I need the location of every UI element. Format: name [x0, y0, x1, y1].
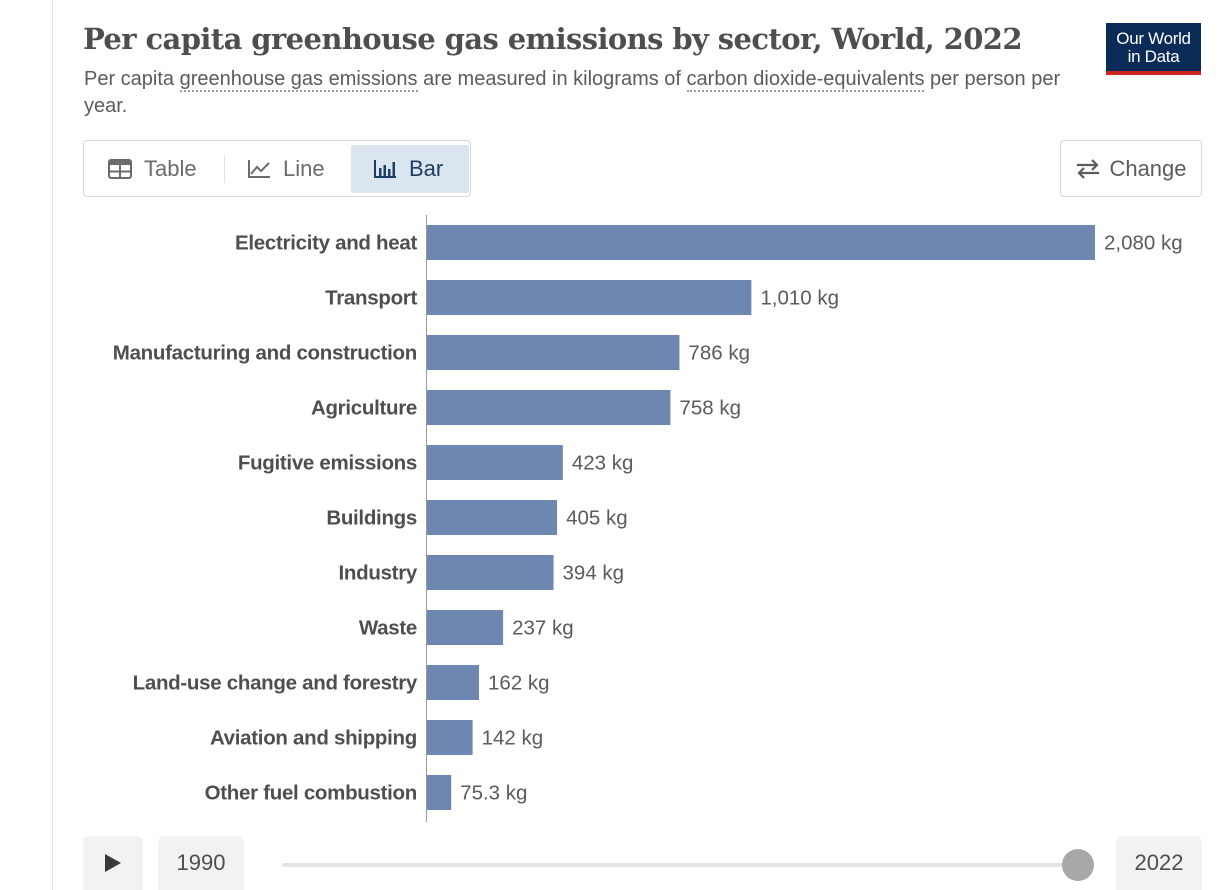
- bar[interactable]: [427, 445, 563, 480]
- subtitle-text-mid: are measured in kilograms of: [417, 68, 687, 90]
- tab-divider: [224, 155, 225, 183]
- category-label: Agriculture: [311, 397, 417, 420]
- bar-chart-icon: [374, 160, 396, 178]
- owid-logo[interactable]: Our World in Data: [1106, 23, 1201, 75]
- logo-line-1: Our World: [1116, 29, 1191, 48]
- play-button[interactable]: [83, 836, 143, 890]
- subtitle-text-post: per person per year.: [84, 68, 1061, 117]
- play-icon: [105, 854, 121, 872]
- start-year-label[interactable]: 1990: [158, 836, 244, 890]
- category-label: Fugitive emissions: [238, 452, 417, 475]
- subtitle-link-co2eq[interactable]: carbon dioxide-equivalents: [686, 68, 925, 92]
- value-label: 786 kg: [688, 342, 750, 365]
- tab-bar[interactable]: Bar: [351, 145, 469, 193]
- bar[interactable]: [427, 610, 504, 645]
- bar[interactable]: [427, 390, 671, 425]
- value-label: 405 kg: [566, 507, 628, 530]
- tab-table[interactable]: Table: [108, 145, 197, 193]
- logo-line-2: in Data: [1127, 47, 1180, 66]
- chart-subtitle: Per capita greenhouse gas emissions are …: [84, 66, 1064, 120]
- tab-line[interactable]: Line: [247, 145, 325, 193]
- end-year-label[interactable]: 2022: [1116, 836, 1202, 890]
- bar[interactable]: [427, 335, 680, 370]
- bar[interactable]: [427, 720, 473, 755]
- tab-line-label: Line: [283, 156, 325, 181]
- bar[interactable]: [427, 280, 752, 315]
- timeline-slider-handle[interactable]: [1062, 849, 1094, 881]
- swap-arrows-icon: [1077, 158, 1100, 179]
- tab-bar-label: Bar: [409, 156, 444, 181]
- line-chart-icon: [248, 160, 270, 178]
- timeline-slider-track[interactable]: [282, 863, 1078, 867]
- value-label: 758 kg: [679, 397, 741, 420]
- bar[interactable]: [427, 775, 452, 810]
- category-label: Aviation and shipping: [210, 727, 417, 750]
- bar[interactable]: [427, 225, 1095, 260]
- value-label: 394 kg: [563, 562, 625, 585]
- tab-table-label: Table: [144, 156, 197, 181]
- change-button-label: Change: [1109, 155, 1187, 181]
- subtitle-text-pre: Per capita: [84, 68, 180, 90]
- category-label: Waste: [359, 617, 417, 640]
- category-label: Other fuel combustion: [205, 782, 417, 805]
- category-label: Land-use change and forestry: [133, 672, 418, 695]
- view-tabs: Table Line Bar: [83, 140, 471, 197]
- page-left-border: [52, 0, 53, 890]
- value-label: 1,010 kg: [760, 287, 839, 310]
- chart-title: Per capita greenhouse gas emissions by s…: [83, 22, 1023, 56]
- category-label: Transport: [325, 287, 417, 310]
- category-label: Electricity and heat: [235, 232, 417, 255]
- table-icon: [108, 159, 132, 179]
- category-label: Buildings: [326, 507, 417, 530]
- value-label: 2,080 kg: [1104, 232, 1183, 255]
- bar[interactable]: [427, 555, 554, 590]
- value-label: 75.3 kg: [460, 782, 527, 805]
- value-label: 142 kg: [482, 727, 544, 750]
- value-label: 162 kg: [488, 672, 550, 695]
- category-label: Industry: [339, 562, 418, 585]
- value-label: 423 kg: [572, 452, 634, 475]
- category-label: Manufacturing and construction: [113, 342, 417, 365]
- change-entity-button[interactable]: Change: [1060, 140, 1202, 197]
- subtitle-link-ghg[interactable]: greenhouse gas emissions: [179, 68, 418, 92]
- bar[interactable]: [427, 665, 480, 700]
- value-label: 237 kg: [512, 617, 574, 640]
- bar[interactable]: [427, 500, 558, 535]
